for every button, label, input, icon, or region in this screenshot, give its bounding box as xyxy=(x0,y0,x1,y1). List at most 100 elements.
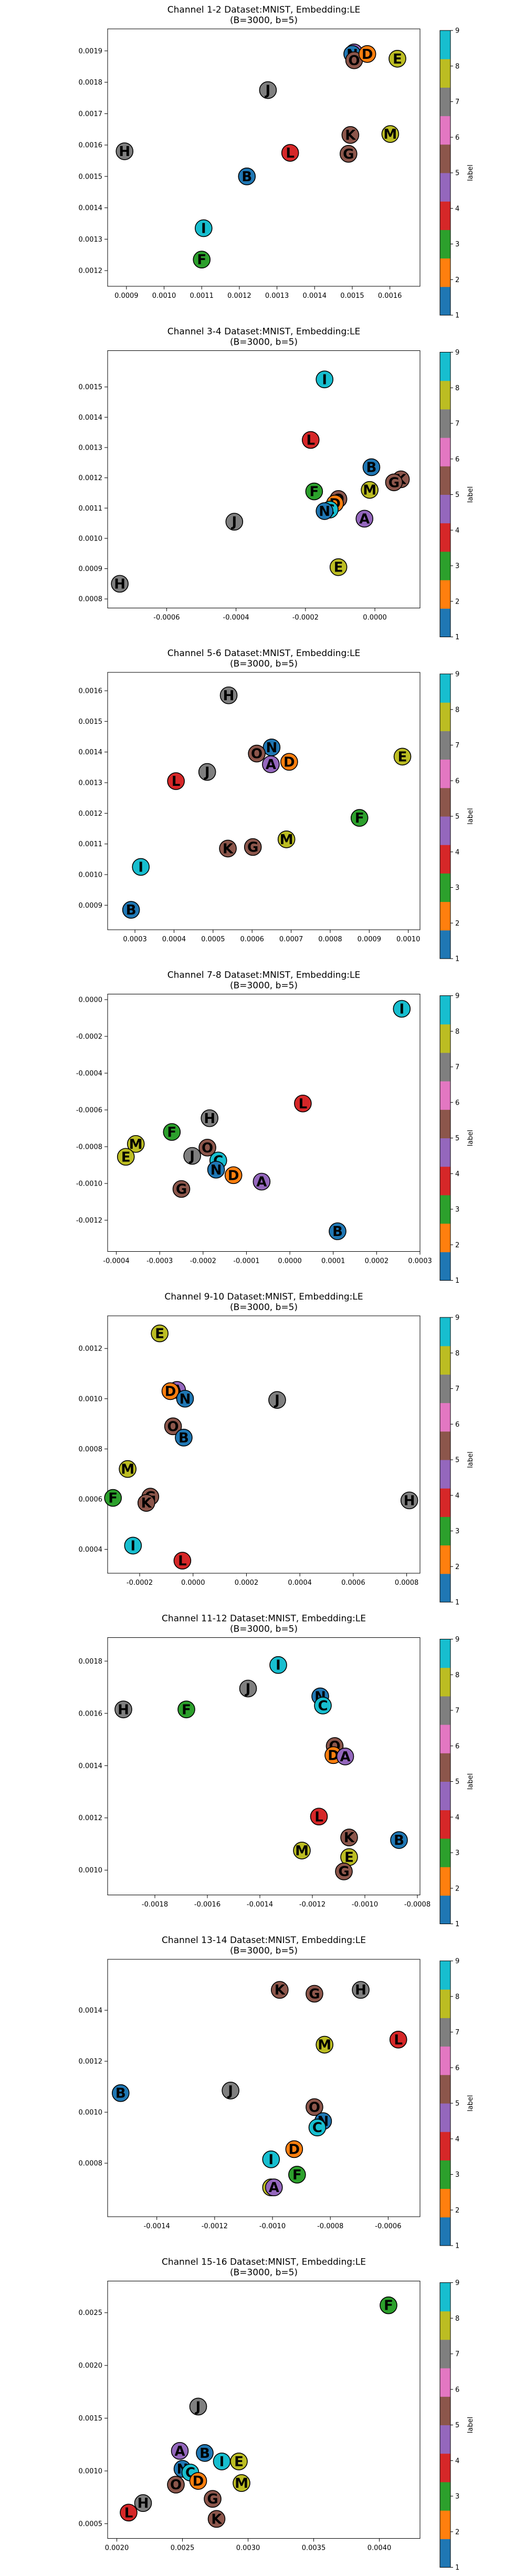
y-tick-label: 0.0012 xyxy=(79,474,103,482)
colorbar-label: label xyxy=(467,1451,475,1468)
x-tick-label: 0.0000 xyxy=(363,614,387,622)
chart-panel-8: Channel 15-16 Dataset:MNIST, Embedding:L… xyxy=(79,2257,475,2572)
point-label: N xyxy=(211,1162,222,1178)
colorbar-tick-label: 5 xyxy=(455,1457,459,1464)
y-tick-label: 0.0008 xyxy=(79,2160,103,2168)
colorbar-tick-label: 2 xyxy=(455,1885,459,1893)
data-point-I: I xyxy=(393,1000,411,1018)
x-tick-label: 0.0010 xyxy=(152,292,176,300)
point-label: E xyxy=(393,51,402,67)
colorbar-tick-label: 6 xyxy=(455,1099,459,1107)
point-label: J xyxy=(195,2399,201,2415)
x-tick-label: -0.0006 xyxy=(153,614,180,622)
chart-panel-4: Channel 7-8 Dataset:MNIST, Embedding:LE(… xyxy=(76,970,475,1285)
point-marker xyxy=(400,1491,418,1510)
point-label: A xyxy=(256,1175,267,1190)
point-marker xyxy=(117,1148,135,1166)
data-point-O: O xyxy=(248,744,266,763)
data-point-G: G xyxy=(204,2490,222,2508)
data-point-E: E xyxy=(393,747,412,766)
data-point-J: J xyxy=(222,2082,239,2100)
x-tick-label: -0.0012 xyxy=(299,1901,326,1909)
x-tick-label: 0.0007 xyxy=(279,936,303,943)
data-point-L: L xyxy=(310,1808,328,1826)
data-point-K: K xyxy=(219,839,237,858)
chart-title: Channel 5-6 Dataset:MNIST, Embedding:LE xyxy=(167,648,360,659)
x-tick-label: 0.0004 xyxy=(288,1579,312,1587)
y-tick-label: 0.0009 xyxy=(79,565,103,573)
plot-area xyxy=(107,28,421,287)
data-point-K: K xyxy=(340,1829,358,1846)
y-tick-label: 0.0010 xyxy=(79,1867,103,1875)
point-label: D xyxy=(165,1384,176,1399)
point-label: G xyxy=(207,2491,218,2507)
colorbar-segment xyxy=(440,1838,450,1867)
colorbar-segment xyxy=(440,116,450,145)
y-tick-label: 0.0017 xyxy=(79,110,103,118)
x-tick-label: 0.0030 xyxy=(236,2544,260,2552)
point-marker xyxy=(314,1697,332,1715)
data-point-A: A xyxy=(262,755,280,773)
colorbar-tick-label: 5 xyxy=(455,2100,459,2108)
point-marker xyxy=(355,510,374,528)
x-tick-label: 0.0014 xyxy=(303,292,327,300)
data-point-I: I xyxy=(262,2151,280,2168)
colorbar-segment xyxy=(440,580,450,609)
data-point-G: G xyxy=(244,838,262,856)
data-point-E: E xyxy=(151,1324,169,1343)
point-label: M xyxy=(280,832,293,848)
x-tick-label: 0.0000 xyxy=(181,1579,205,1587)
point-label: A xyxy=(359,511,370,527)
point-marker xyxy=(277,830,296,848)
x-tick-label: 0.0005 xyxy=(201,936,225,943)
point-label: H xyxy=(204,1111,215,1127)
point-label: B xyxy=(126,902,136,918)
y-tick-label: 0.0010 xyxy=(79,2109,103,2117)
chart-panel-5: Channel 9-10 Dataset:MNIST, Embedding:LE… xyxy=(79,1292,475,1607)
point-label: L xyxy=(299,1096,308,1112)
colorbar-segment xyxy=(440,1460,450,1489)
data-point-E: E xyxy=(340,1848,358,1866)
x-tick-label: -0.0016 xyxy=(194,1901,220,1909)
colorbar-segment xyxy=(440,608,450,637)
colorbar-segment xyxy=(440,409,450,438)
data-point-F: F xyxy=(350,809,369,827)
point-label: G xyxy=(343,147,354,162)
x-tick-label: -0.0018 xyxy=(142,1901,168,1909)
data-point-N: N xyxy=(176,1389,194,1408)
point-label: J xyxy=(227,2083,233,2099)
point-marker xyxy=(271,1981,289,1999)
colorbar-label: label xyxy=(467,2417,475,2433)
colorbar-segment xyxy=(440,2018,450,2047)
point-label: C xyxy=(312,2120,322,2136)
colorbar-segment xyxy=(440,1081,450,1110)
x-tick-label: 0.0011 xyxy=(190,292,214,300)
y-tick-label: 0.0019 xyxy=(79,47,103,55)
point-marker xyxy=(134,2494,152,2512)
point-marker xyxy=(114,1700,132,1719)
data-point-D: D xyxy=(189,2472,207,2490)
point-marker xyxy=(336,1748,354,1765)
colorbar-tick-label: 9 xyxy=(455,27,459,35)
y-tick-label: 0.0013 xyxy=(79,780,103,787)
data-point-M: M xyxy=(361,481,379,499)
data-point-D: D xyxy=(280,753,298,771)
point-label: K xyxy=(223,841,234,857)
colorbar-tick-label: 9 xyxy=(455,349,459,357)
y-tick-label: -0.0012 xyxy=(76,1217,102,1225)
colorbar-segment xyxy=(440,286,450,316)
point-label: B xyxy=(242,169,252,185)
chart-title: Channel 11-12 Dataset:MNIST, Embedding:L… xyxy=(162,1614,366,1624)
data-point-N: N xyxy=(262,739,281,756)
x-tick-label: -0.0001 xyxy=(233,1258,259,1265)
point-marker xyxy=(238,168,256,185)
chart-subtitle: (B=3000, b=5) xyxy=(230,337,298,348)
point-label: G xyxy=(176,1182,187,1198)
colorbar-tick-label: 8 xyxy=(455,1349,459,1357)
point-marker xyxy=(204,2490,222,2508)
point-marker xyxy=(262,2151,280,2168)
point-label: C xyxy=(318,1698,328,1714)
colorbar-segment xyxy=(440,523,450,552)
colorbar-tick-label: 6 xyxy=(455,455,459,463)
plot-area xyxy=(107,672,421,930)
